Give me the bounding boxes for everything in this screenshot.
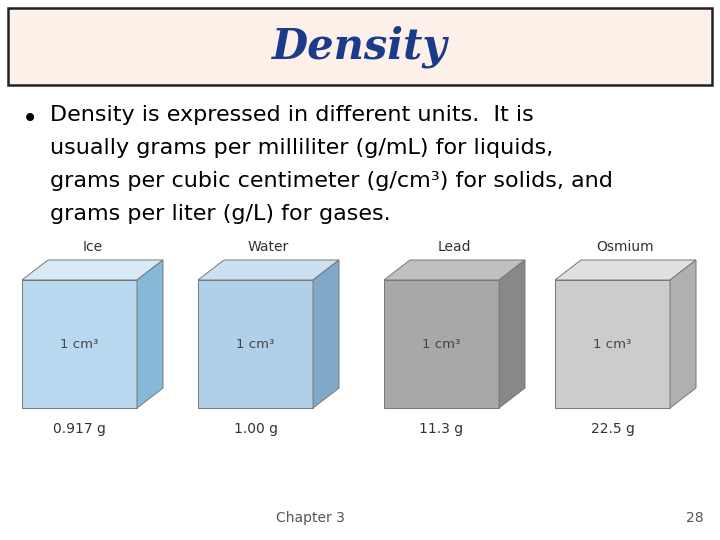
- Text: 1 cm³: 1 cm³: [60, 338, 99, 350]
- Polygon shape: [313, 260, 339, 408]
- Text: usually grams per milliliter (g/mL) for liquids,: usually grams per milliliter (g/mL) for …: [50, 138, 553, 158]
- Text: 1 cm³: 1 cm³: [236, 338, 274, 350]
- Text: Ice: Ice: [82, 240, 102, 254]
- Polygon shape: [22, 260, 163, 280]
- Polygon shape: [555, 260, 696, 280]
- Text: 22.5 g: 22.5 g: [590, 422, 634, 436]
- Text: 28: 28: [686, 511, 704, 525]
- Polygon shape: [555, 280, 670, 408]
- Text: 0.917 g: 0.917 g: [53, 422, 106, 436]
- Text: 1 cm³: 1 cm³: [423, 338, 461, 350]
- Polygon shape: [384, 280, 499, 408]
- FancyBboxPatch shape: [8, 8, 712, 85]
- Text: Water: Water: [248, 240, 289, 254]
- Text: 1.00 g: 1.00 g: [233, 422, 277, 436]
- Text: Density is expressed in different units.  It is: Density is expressed in different units.…: [50, 105, 534, 125]
- Text: •: •: [22, 105, 38, 133]
- Text: Osmium: Osmium: [597, 240, 654, 254]
- Polygon shape: [22, 280, 137, 408]
- Polygon shape: [670, 260, 696, 408]
- Polygon shape: [198, 280, 313, 408]
- Text: Chapter 3: Chapter 3: [276, 511, 344, 525]
- Text: Lead: Lead: [438, 240, 472, 254]
- Text: 11.3 g: 11.3 g: [420, 422, 464, 436]
- Text: grams per liter (g/L) for gases.: grams per liter (g/L) for gases.: [50, 204, 391, 224]
- Text: grams per cubic centimeter (g/cm³) for solids, and: grams per cubic centimeter (g/cm³) for s…: [50, 171, 613, 191]
- Polygon shape: [198, 260, 339, 280]
- Polygon shape: [499, 260, 525, 408]
- Polygon shape: [137, 260, 163, 408]
- Text: 1 cm³: 1 cm³: [593, 338, 631, 350]
- Text: Density: Density: [272, 26, 448, 68]
- Polygon shape: [384, 260, 525, 280]
